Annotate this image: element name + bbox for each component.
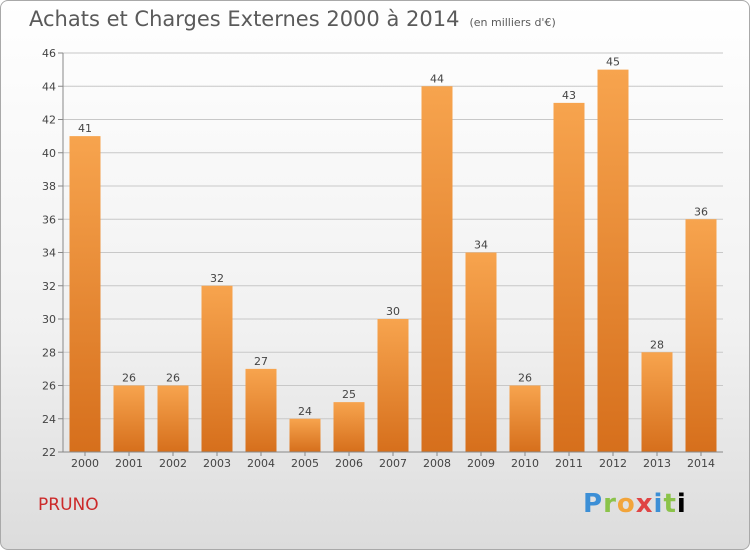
value-label: 26 (518, 372, 532, 385)
x-tick-label: 2004 (247, 457, 275, 470)
bar-2008 (421, 86, 453, 452)
value-label: 25 (342, 388, 356, 401)
proxiti-logo: Proxiti (583, 489, 687, 519)
x-tick-label: 2006 (335, 457, 363, 470)
y-tick-label: 30 (42, 313, 56, 326)
x-tick-label: 2010 (511, 457, 539, 470)
chart-subtitle: (en milliers d'€) (469, 16, 556, 29)
x-tick-label: 2000 (71, 457, 99, 470)
y-tick-label: 32 (42, 280, 56, 293)
value-label: 36 (694, 205, 708, 218)
axes: 22 24 26 28 30 32 34 36 38 40 42 44 46 2000 2001 2002 20… (42, 47, 723, 470)
value-label: 26 (122, 372, 136, 385)
value-label: 26 (166, 372, 180, 385)
value-label: 24 (298, 405, 312, 418)
bar-2004 (245, 368, 277, 452)
bar-2012 (597, 69, 629, 452)
bar-2005 (289, 418, 321, 452)
chart-title: Achats et Charges Externes 2000 à 2014 (e… (29, 7, 556, 31)
bar-2007 (377, 319, 409, 452)
y-tick-label: 26 (42, 380, 56, 393)
x-tick-label: 2002 (159, 457, 187, 470)
value-label: 43 (562, 89, 576, 102)
x-tick-label: 2009 (467, 457, 495, 470)
bar-2006 (333, 402, 365, 452)
value-label: 44 (430, 72, 444, 85)
bar-2014 (685, 219, 717, 452)
y-tick-label: 24 (42, 413, 56, 426)
value-label: 34 (474, 239, 488, 252)
x-tick-label: 2005 (291, 457, 319, 470)
y-tick-label: 28 (42, 346, 56, 359)
x-tick-label: 2014 (687, 457, 715, 470)
y-tick-label: 44 (42, 80, 56, 93)
commune-name: PRUNO (38, 495, 99, 515)
bar-2011 (553, 102, 585, 452)
x-tick-label: 2011 (555, 457, 583, 470)
x-tick-label: 2007 (379, 457, 407, 470)
x-tick-label: 2012 (599, 457, 627, 470)
value-label: 32 (210, 272, 224, 285)
value-label: 27 (254, 355, 268, 368)
bar-2013 (641, 352, 673, 452)
y-tick-label: 40 (42, 147, 56, 160)
value-label: 28 (650, 338, 664, 351)
y-tick-label: 22 (42, 446, 56, 459)
bar-2000 (69, 136, 101, 452)
bars: 41 26 26 32 27 24 25 30 44 34 26 43 45 28 36 (69, 56, 717, 452)
bar-2003 (201, 285, 233, 452)
value-label: 45 (606, 56, 620, 69)
value-label: 30 (386, 305, 400, 318)
x-tick-label: 2013 (643, 457, 671, 470)
y-tick-label: 38 (42, 180, 56, 193)
value-label: 41 (78, 122, 92, 135)
y-tick-label: 42 (42, 114, 56, 127)
x-tick-label: 2001 (115, 457, 143, 470)
bar-2010 (509, 385, 541, 452)
title-text: Achats et Charges Externes 2000 à 2014 (29, 7, 460, 31)
y-tick-label: 46 (42, 47, 56, 60)
y-tick-label: 34 (42, 247, 56, 260)
x-tick-label: 2003 (203, 457, 231, 470)
bar-2001 (113, 385, 145, 452)
bar-2009 (465, 252, 497, 452)
y-tick-label: 36 (42, 213, 56, 226)
bar-2002 (157, 385, 189, 452)
x-tick-label: 2008 (423, 457, 451, 470)
